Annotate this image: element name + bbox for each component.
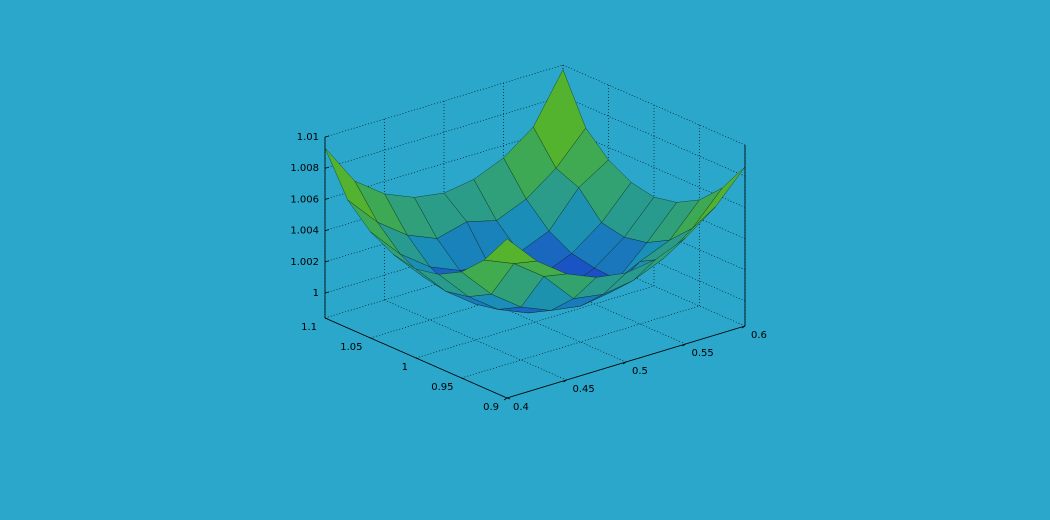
tick-mark — [324, 291, 330, 294]
y-tick-label: 1 — [402, 362, 408, 373]
tick-mark — [503, 397, 508, 401]
y-tick-label: 1.05 — [340, 342, 362, 353]
grid-line — [384, 299, 567, 381]
z-tick-label: 1.004 — [290, 226, 319, 237]
z-tick-label: 1.002 — [290, 257, 319, 268]
tick-mark — [324, 198, 330, 200]
z-tick-label: 1.008 — [290, 163, 319, 174]
x-tick-label: 0.4 — [513, 402, 529, 413]
surface-patch — [692, 166, 746, 229]
y-tick-label: 0.95 — [431, 382, 453, 393]
surface-patch — [324, 147, 378, 223]
grid-line — [562, 95, 746, 177]
grid-line — [562, 64, 746, 146]
z-tick-label: 1 — [313, 288, 319, 299]
z-tick-label: 1.01 — [297, 132, 319, 143]
x-tick-label: 0.55 — [692, 348, 714, 359]
axis-line — [506, 325, 746, 399]
tick-mark — [324, 166, 330, 169]
grid-line — [324, 64, 564, 138]
grid-line — [415, 285, 655, 359]
y-tick-label: 0.9 — [483, 402, 499, 413]
x-tick-label: 0.5 — [632, 366, 648, 377]
tick-mark — [324, 135, 330, 138]
axis-line — [324, 317, 508, 399]
x-tick-label: 0.45 — [573, 384, 595, 395]
z-tick-label: 1.006 — [290, 194, 319, 205]
grid-line — [461, 305, 700, 379]
x-tick-label: 0.6 — [751, 330, 767, 341]
tick-mark — [324, 260, 330, 263]
tick-mark — [324, 229, 330, 232]
grid-line — [324, 95, 564, 169]
surface-patch — [483, 238, 538, 264]
y-tick-label: 1.1 — [301, 322, 317, 333]
